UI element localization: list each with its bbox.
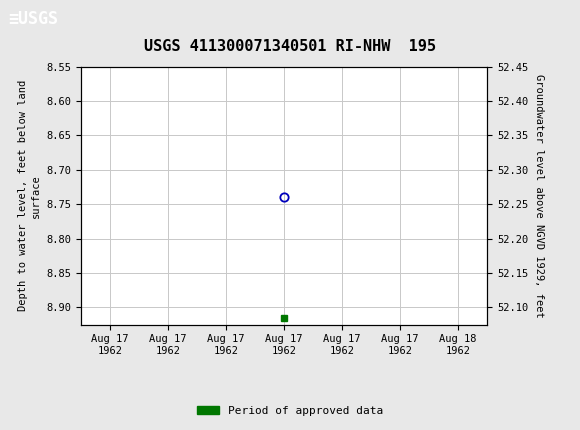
Legend: Period of approved data: Period of approved data — [193, 401, 387, 420]
Text: ≡USGS: ≡USGS — [9, 10, 59, 28]
Y-axis label: Groundwater level above NGVD 1929, feet: Groundwater level above NGVD 1929, feet — [534, 74, 543, 317]
Y-axis label: Depth to water level, feet below land
surface: Depth to water level, feet below land su… — [18, 80, 41, 311]
Text: USGS 411300071340501 RI-NHW  195: USGS 411300071340501 RI-NHW 195 — [144, 39, 436, 54]
